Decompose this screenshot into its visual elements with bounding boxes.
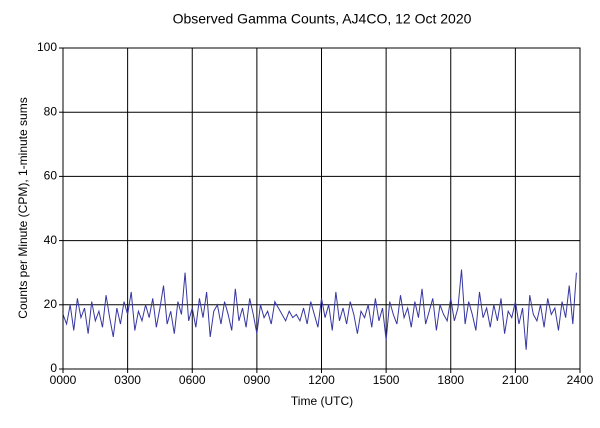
plot-frame — [62, 47, 581, 370]
x-tick-label: 0600 — [179, 373, 206, 387]
y-tick-label: 80 — [44, 104, 58, 118]
y-tick-label: 40 — [44, 233, 58, 247]
chart-title: Observed Gamma Counts, AJ4CO, 12 Oct 202… — [173, 11, 472, 27]
x-tick-label: 1200 — [308, 373, 335, 387]
plot — [62, 269, 577, 350]
x-tick-label: 1800 — [437, 373, 464, 387]
y-tick-label: 60 — [44, 169, 58, 183]
x-tick-label: 1500 — [373, 373, 400, 387]
data-line — [62, 269, 577, 350]
y-tick-label: 100 — [37, 40, 57, 54]
grid — [59, 47, 581, 373]
x-tick-label: 2400 — [567, 373, 594, 387]
x-tick-label: 0300 — [114, 373, 141, 387]
x-tick-label: 0000 — [50, 373, 77, 387]
x-tick-label: 2100 — [502, 373, 529, 387]
x-tick-label: 0900 — [244, 373, 271, 387]
y-tick-label: 0 — [50, 361, 57, 375]
y-tick-label: 20 — [44, 297, 58, 311]
x-axis-label: Time (UTC) — [291, 394, 353, 408]
y-axis-label: Counts per Minute (CPM), 1-minute sums — [16, 97, 30, 318]
